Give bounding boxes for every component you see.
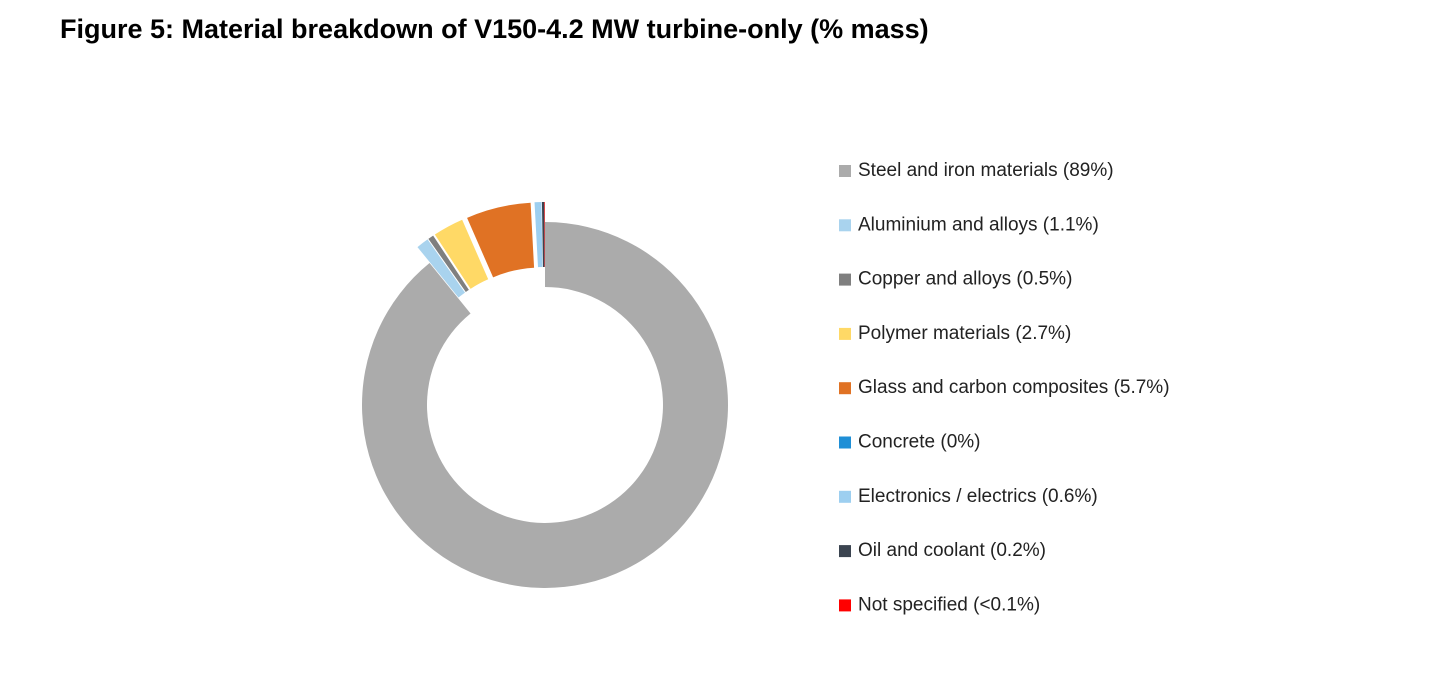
- slice: [417, 239, 465, 298]
- slice: [467, 202, 535, 278]
- legend-label: Oil and coolant (0.2%): [858, 540, 1046, 561]
- legend: Steel and iron materials (89%) Aluminium …: [839, 160, 1170, 615]
- legend-label: Not specified (<0.1%): [858, 594, 1040, 615]
- legend-swatch: [839, 436, 851, 449]
- legend-label: Polymer materials (2.7%): [858, 323, 1071, 344]
- chart-title: Figure 5: Material breakdown of V150-4.2…: [60, 14, 929, 44]
- legend-swatch: [839, 490, 851, 503]
- legend-swatch: [839, 599, 851, 612]
- legend-label: Electronics / electrics (0.6%): [858, 486, 1098, 507]
- legend-swatch: [839, 327, 851, 340]
- slice: [544, 202, 545, 268]
- legend-label: Copper and alloys (0.5%): [858, 269, 1072, 290]
- legend-swatch: [839, 382, 851, 395]
- slice: [534, 202, 543, 268]
- legend-swatch: [839, 219, 851, 232]
- legend-swatch: [839, 165, 851, 177]
- legend-swatch: [839, 273, 851, 286]
- slice: [434, 219, 489, 289]
- legend-label: Concrete (0%): [858, 432, 981, 453]
- slice: [362, 222, 729, 589]
- legend-label: Aluminium and alloys (1.1%): [858, 214, 1099, 235]
- legend-swatch: [839, 545, 851, 558]
- slice: [541, 202, 545, 268]
- legend-label: Glass and carbon composites (5.7%): [858, 377, 1170, 398]
- donut: [362, 202, 729, 589]
- slice: [428, 235, 469, 292]
- legend-label: Steel and iron materials (89%): [858, 160, 1114, 181]
